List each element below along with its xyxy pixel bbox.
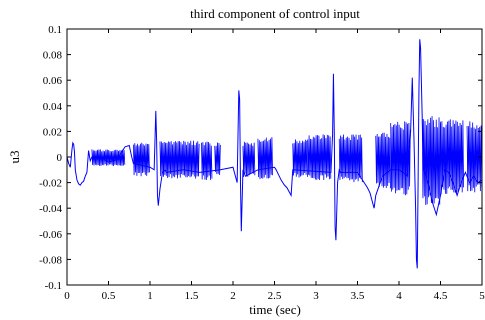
y-tick-label: -0.1 <box>45 280 62 292</box>
y-tick-label: 0 <box>57 152 63 164</box>
oscillation-band-11 <box>390 121 411 196</box>
x-tick-label: 0.5 <box>102 290 116 302</box>
oscillation-band-2 <box>159 140 200 179</box>
y-tick-label: 0.08 <box>43 50 63 62</box>
oscillation-band-3 <box>201 141 213 180</box>
y-tick-label: -0.04 <box>39 203 62 215</box>
x-tick-label: 1 <box>147 290 153 302</box>
x-tick-label: 4.5 <box>434 290 448 302</box>
oscillation-band-9 <box>338 134 363 183</box>
oscillation-band-10 <box>375 132 391 189</box>
oscillation-band-4 <box>214 142 221 175</box>
x-tick-label: 4 <box>396 290 402 302</box>
y-tick-label: -0.08 <box>39 254 62 266</box>
x-tick-label: 2 <box>230 290 236 302</box>
oscillation-band-0 <box>91 149 126 166</box>
oscillation-band-13 <box>440 119 464 195</box>
y-tick-label: 0.04 <box>43 101 63 113</box>
y-tick-label: 0.02 <box>43 126 62 138</box>
x-axis-ticks: 0 0.5 1 1.5 2 2.5 3 3.5 4 4.5 5 <box>64 29 485 302</box>
oscillation-band-7 <box>292 139 308 178</box>
y-axis-label: u3 <box>7 151 22 164</box>
x-tick-label: 3.5 <box>351 290 365 302</box>
oscillation-band-12 <box>421 116 441 205</box>
oscillation-band-5 <box>242 141 256 177</box>
series-line-layer <box>67 39 482 269</box>
y-tick-label: 0.06 <box>43 75 63 87</box>
oscillation-band-8 <box>307 134 332 181</box>
oscillation-band-1 <box>133 142 150 177</box>
x-tick-label: 1.5 <box>185 290 199 302</box>
y-axis-ticks: -0.1 -0.08 -0.06 -0.04 -0.02 0 0.02 0.04 0.06 0.0… <box>39 24 482 292</box>
y-tick-label: 0.1 <box>48 24 62 36</box>
y-tick-label: -0.06 <box>39 229 62 241</box>
x-tick-label: 2.5 <box>268 290 282 302</box>
oscillation-band-6 <box>257 137 273 180</box>
x-tick-label: 0 <box>64 290 70 302</box>
chart-title: third component of control input <box>190 6 360 21</box>
x-tick-label: 5 <box>479 290 485 302</box>
x-axis-label: time (sec) <box>249 302 301 317</box>
series-line-0 <box>67 39 482 269</box>
y-tick-label: -0.02 <box>39 178 62 190</box>
oscillation-band-14 <box>466 121 482 193</box>
x-tick-label: 3 <box>313 290 319 302</box>
oscillation-bands <box>91 116 482 205</box>
